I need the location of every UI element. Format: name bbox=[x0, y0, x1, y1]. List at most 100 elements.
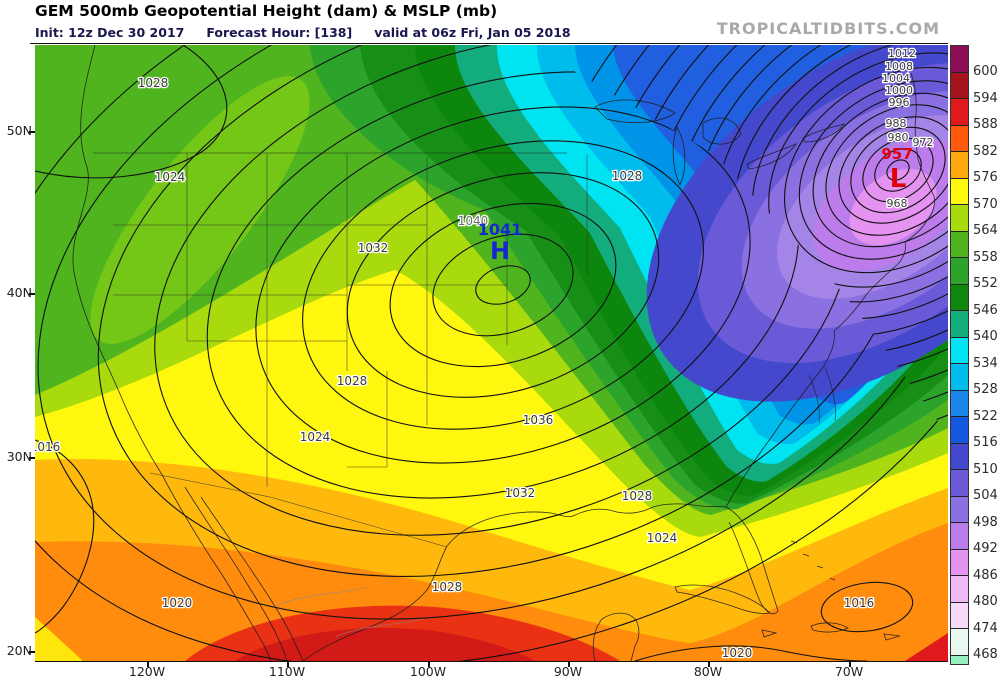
colorbar-cell bbox=[951, 284, 968, 311]
isobar-label: 988 bbox=[886, 117, 907, 130]
west-1016-contour bbox=[35, 439, 95, 634]
colorbar-label: 486 bbox=[973, 567, 998, 583]
axis-tick bbox=[29, 293, 35, 295]
colorbar-label: 480 bbox=[973, 594, 998, 609]
isobar-contour bbox=[838, 116, 948, 224]
lat-axis-label: 30N bbox=[6, 449, 32, 464]
lon-axis-label: 70W bbox=[834, 664, 864, 679]
isobar-label: 1000 bbox=[885, 84, 913, 97]
isobar-contour bbox=[35, 45, 948, 661]
colorbar-label: 474 bbox=[973, 620, 998, 636]
isobar-label: 1016 bbox=[844, 596, 875, 610]
pressure-center-markers: 1041 H 957 L bbox=[478, 145, 913, 265]
axis-tick bbox=[29, 131, 35, 133]
isobar-label: 1004 bbox=[882, 72, 910, 85]
isobar-label: 1028 bbox=[612, 169, 643, 183]
isobar-contour bbox=[812, 92, 948, 248]
colorbar-cell bbox=[951, 602, 968, 629]
isobar-label: 1028 bbox=[432, 580, 463, 594]
colorbar-label: 564 bbox=[973, 223, 998, 238]
colorbar-cell bbox=[951, 576, 968, 603]
height-fill-bands bbox=[35, 45, 948, 661]
isobar-label: 1028 bbox=[622, 489, 653, 503]
atlantic-1016-contour bbox=[820, 581, 914, 633]
isobar-contour bbox=[302, 140, 704, 430]
lat-axis-label: 20N bbox=[6, 643, 32, 658]
isobar-label: 1024 bbox=[300, 430, 331, 444]
axis-tick bbox=[287, 661, 289, 667]
map-title: GEM 500mb Geopotential Height (dam) & MS… bbox=[35, 2, 498, 20]
forecast-hour: Forecast Hour: [138] bbox=[206, 25, 353, 40]
east-coastline bbox=[725, 72, 935, 508]
colorbar-cell bbox=[951, 178, 968, 205]
gulf-of-california bbox=[184, 486, 304, 661]
low-center-symbol: L bbox=[890, 164, 907, 194]
isobar-contour bbox=[389, 202, 617, 368]
colorbar-cell bbox=[951, 417, 968, 444]
isobar-label: 1032 bbox=[505, 486, 536, 500]
colorbar-label: 582 bbox=[973, 143, 998, 159]
isobar-label: 1036 bbox=[523, 413, 554, 427]
isobar-contour bbox=[255, 106, 751, 464]
isobar-label: 1040 bbox=[458, 214, 489, 228]
colorbar-label: 588 bbox=[973, 117, 998, 132]
axis-tick bbox=[29, 651, 35, 653]
lon-axis-label: 90W bbox=[553, 664, 583, 679]
colorbar-label: 468 bbox=[973, 647, 998, 662]
isobar-labels: 1028 1024 1032 1040 1028 1036 1032 1028 1024 1028… bbox=[35, 46, 935, 661]
colorbar-cell bbox=[951, 523, 968, 550]
site-watermark: TROPICALTIDBITS.COM bbox=[716, 19, 940, 38]
isobar-contour bbox=[886, 159, 910, 181]
colorbar-label: 516 bbox=[973, 435, 998, 450]
axis-tick bbox=[568, 661, 570, 667]
colorbar-cell bbox=[951, 364, 968, 391]
colorbar-cell bbox=[951, 231, 968, 258]
colorbar bbox=[950, 45, 969, 665]
low-center-value: 957 bbox=[881, 145, 912, 163]
isobar-contour bbox=[850, 126, 946, 214]
isobar-label: 1020 bbox=[162, 596, 193, 610]
isobar-contour bbox=[862, 137, 934, 203]
isobar-label: 1024 bbox=[647, 531, 678, 545]
lon-axis-label: 120W bbox=[128, 664, 166, 679]
pacific-coastline bbox=[72, 45, 272, 661]
isobar-label: 980 bbox=[888, 131, 909, 144]
isobar-label: 1024 bbox=[155, 170, 186, 184]
lat-axis-label: 40N bbox=[6, 285, 32, 300]
lon-axis-label: 110W bbox=[268, 664, 306, 679]
colorbar-label: 534 bbox=[973, 355, 998, 371]
colorbar-label: 570 bbox=[973, 196, 998, 212]
axis-tick bbox=[29, 457, 35, 459]
axis-tick bbox=[147, 661, 149, 667]
isobar-label: 1008 bbox=[885, 60, 913, 73]
colorbar-label: 510 bbox=[973, 461, 998, 477]
florida-outline bbox=[725, 506, 779, 615]
axis-tick bbox=[428, 661, 430, 667]
colorbar-label: 492 bbox=[973, 541, 998, 556]
colorbar-cell bbox=[951, 337, 968, 364]
isobar-label: 1032 bbox=[358, 241, 389, 255]
isobar-label: 1012 bbox=[888, 47, 916, 60]
colorbar-cell bbox=[951, 629, 968, 656]
init-time: Init: 12z Dec 30 2017 bbox=[35, 25, 185, 40]
isobar-label: 996 bbox=[889, 96, 910, 109]
lat-axis-label: 50N bbox=[6, 123, 32, 138]
south-1020-contour bbox=[634, 645, 868, 661]
isobar-label: 1020 bbox=[722, 646, 753, 660]
colorbar-cell bbox=[951, 152, 968, 179]
colorbar-cell bbox=[951, 443, 968, 470]
colorbar-label: 546 bbox=[973, 302, 998, 318]
colorbar-label: 504 bbox=[973, 488, 998, 503]
isobar-label: 1028 bbox=[337, 374, 368, 388]
yucatan-outline bbox=[592, 612, 640, 661]
isobar-contour bbox=[432, 233, 574, 337]
colorbar-cell bbox=[951, 258, 968, 285]
header-divider bbox=[30, 43, 948, 44]
colorbar-label: 600 bbox=[973, 64, 998, 79]
colorbar-label: 558 bbox=[973, 249, 998, 265]
lon-axis-label: 100W bbox=[409, 664, 447, 679]
caribbean-islands bbox=[674, 540, 901, 641]
isobar-contour bbox=[825, 104, 948, 236]
high-center-symbol: H bbox=[490, 237, 510, 265]
isobar-contour bbox=[346, 172, 660, 398]
